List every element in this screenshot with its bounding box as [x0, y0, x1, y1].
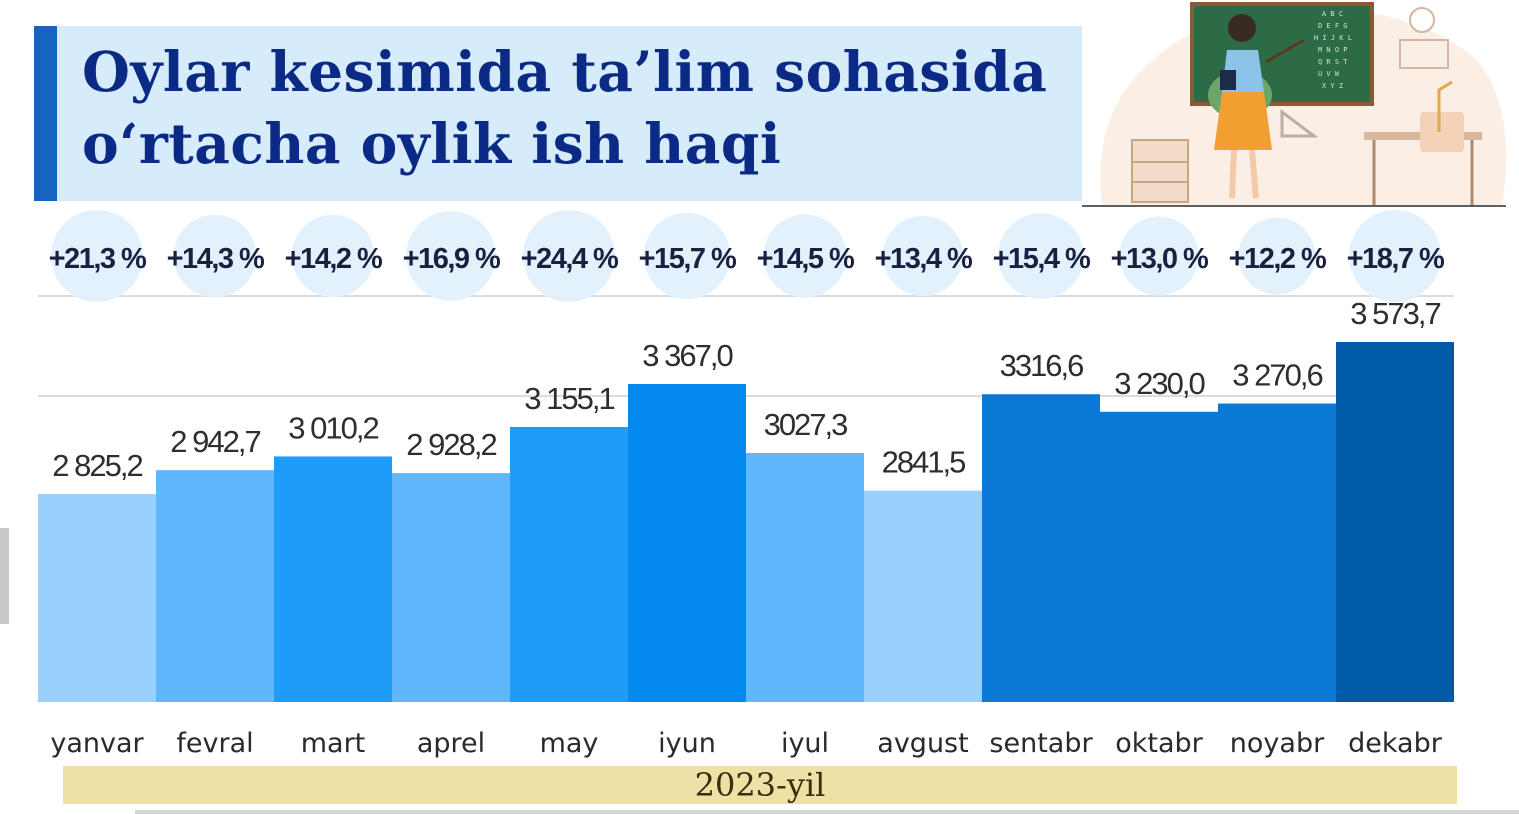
value-label: 3316,6 [1000, 348, 1084, 383]
svg-text:Q R S T: Q R S T [1318, 58, 1348, 66]
value-label: 2841,5 [882, 445, 966, 480]
bar-chart: 2 825,2 2 942,7 3 010,2 2 928,2 3 155,1 3 367… [38, 210, 1454, 759]
growth-bubble [882, 215, 964, 297]
bar-sentabr [982, 394, 1100, 702]
bar-oktabr [1100, 411, 1218, 702]
category-label: yanvar [50, 728, 144, 759]
teacher-illustration: A B C D E F G H I J K L M N O P Q R S T U V… [1082, 2, 1507, 207]
title-accent-bar [34, 26, 57, 201]
category-label: iyun [658, 728, 716, 759]
growth-bubble [51, 210, 143, 302]
bottom-divider [135, 810, 1519, 814]
category-label: iyul [781, 728, 829, 759]
bar-iyul [746, 452, 864, 702]
growth-label: +15,7 % [639, 243, 737, 275]
category-label: may [540, 728, 599, 759]
value-label: 3 573,7 [1350, 296, 1440, 331]
growth-bubble [1119, 216, 1199, 296]
bar-avgust [864, 490, 982, 702]
bar-fevral [156, 470, 274, 702]
value-label: 3 155,1 [524, 381, 614, 416]
category-label: mart [301, 728, 366, 759]
category-label: avgust [877, 728, 968, 759]
category-label: sentabr [989, 728, 1093, 759]
category-label: aprel [417, 728, 485, 759]
growth-label: +15,4 % [993, 243, 1091, 275]
bar-dekabr [1336, 342, 1454, 702]
value-label: 3 270,6 [1232, 358, 1322, 393]
value-label: 2 942,7 [170, 424, 260, 459]
growth-label: +18,7 % [1347, 243, 1445, 275]
growth-label: +13,0 % [1111, 243, 1209, 275]
growth-bubble [406, 211, 496, 301]
category-label: noyabr [1230, 728, 1325, 759]
growth-bubble [173, 214, 257, 298]
value-label: 3 230,0 [1114, 366, 1205, 401]
year-label: 2023-yil [694, 766, 826, 804]
category-labels: yanvar fevral mart aprel may iyun iyul avgust se… [50, 728, 1442, 759]
svg-text:U V W: U V W [1318, 70, 1340, 78]
growth-label: +14,3 % [167, 243, 265, 275]
svg-text:D E F G: D E F G [1318, 22, 1348, 30]
bar-yanvar [38, 494, 156, 702]
bar-aprel [392, 473, 510, 702]
category-label: fevral [176, 728, 253, 759]
value-label: 3 010,2 [288, 410, 378, 445]
scroll-tab [0, 528, 9, 624]
year-band: 2023-yil [63, 766, 1457, 804]
value-labels: 2 825,2 2 942,7 3 010,2 2 928,2 3 155,1 3 367… [52, 296, 1442, 483]
svg-text:A B C: A B C [1322, 10, 1343, 18]
growth-bubble [1238, 217, 1316, 295]
value-label: 3 367,0 [642, 338, 733, 373]
growth-label: +16,9 % [403, 243, 501, 275]
bar-mart [274, 456, 392, 702]
page-title: Oylar kesimida ta’lim sohasida o‘rtacha … [82, 39, 1048, 176]
value-label: 3027,3 [764, 407, 848, 442]
title-box [34, 26, 1082, 201]
growth-bubble [291, 214, 375, 298]
growth-bubble [763, 214, 847, 298]
category-label: dekabr [1348, 728, 1443, 759]
growth-bubble [998, 213, 1084, 299]
growth-label: +24,4 % [521, 243, 619, 275]
bar-noyabr [1218, 403, 1336, 702]
growth-label: +14,5 % [757, 243, 855, 275]
svg-text:X Y Z: X Y Z [1322, 82, 1343, 90]
bars [38, 342, 1454, 702]
svg-text:H I J K L: H I J K L [1314, 34, 1352, 42]
svg-text:M N O P: M N O P [1318, 46, 1348, 54]
growth-bubble [523, 210, 615, 302]
growth-label: +13,4 % [875, 243, 973, 275]
growth-bubble [643, 212, 731, 300]
growth-label: +14,2 % [285, 243, 383, 275]
growth-label: +12,2 % [1229, 243, 1327, 275]
growth-label: +21,3 % [49, 243, 147, 275]
bar-iyun [628, 383, 746, 702]
value-label: 2 928,2 [406, 427, 496, 462]
growth-labels: +21,3 % +14,3 % +14,2 % +16,9 % +24,4 % +15,7… [49, 243, 1447, 275]
growth-bubble [1349, 210, 1441, 302]
value-label: 2 825,2 [52, 448, 142, 483]
category-label: oktabr [1115, 728, 1203, 759]
growth-bubbles [51, 210, 1441, 302]
bar-may [510, 427, 628, 702]
